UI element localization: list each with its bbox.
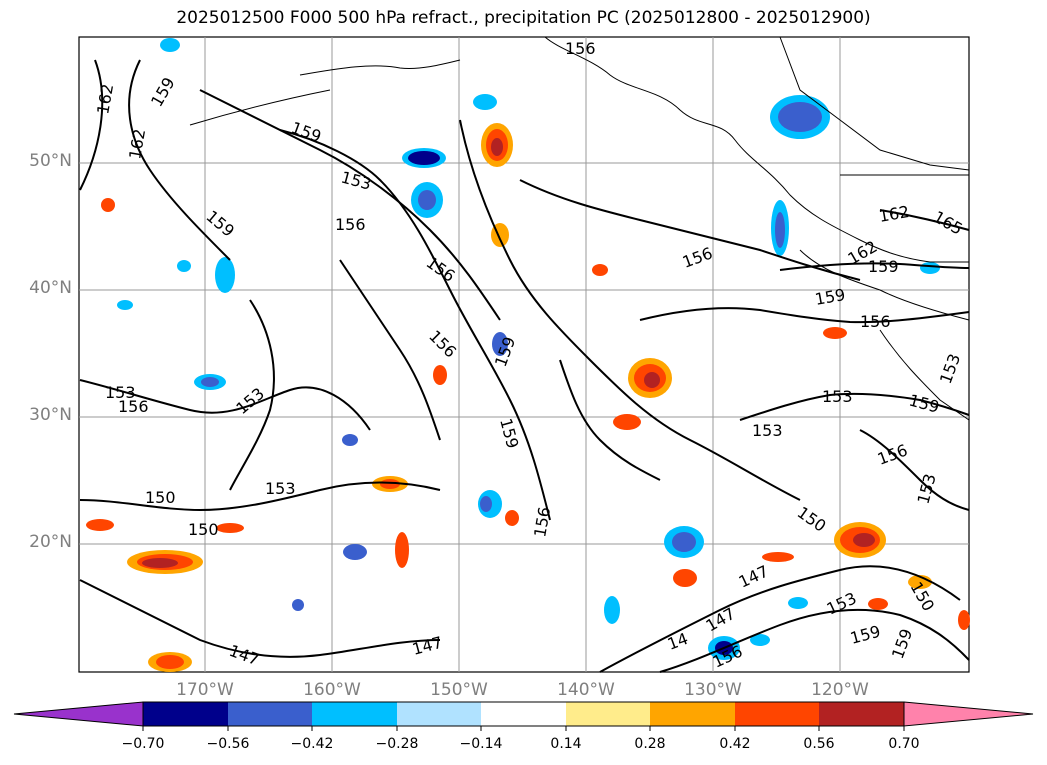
colorbar-tick-label: −0.56 xyxy=(206,736,250,752)
lat-label: 40°N xyxy=(29,278,72,298)
lon-label: 160°W xyxy=(303,680,361,700)
colorbar-tick-label: 0.56 xyxy=(803,736,835,752)
contour-label: 150 xyxy=(145,488,176,507)
colorbar-tick-label: 0.42 xyxy=(719,736,751,752)
contour-label: 159 xyxy=(868,257,899,276)
colorbar-tick-label: −0.14 xyxy=(459,736,503,752)
contour-label: 150 xyxy=(188,520,219,539)
precip-patches xyxy=(86,38,970,672)
lon-label: 170°W xyxy=(176,680,234,700)
contour-label: 156 xyxy=(860,312,891,331)
contour-label: 153 xyxy=(265,479,296,498)
colorbar-tick-label: −0.70 xyxy=(121,736,165,752)
lat-label: 50°N xyxy=(29,151,72,171)
chart-title: 2025012500 F000 500 hPa refract., precip… xyxy=(176,8,871,28)
contour-label: 153 xyxy=(822,387,853,406)
colorbar-tick-label: 0.70 xyxy=(888,736,920,752)
lon-label: 140°W xyxy=(557,680,615,700)
contour-label: 156 xyxy=(118,397,149,416)
colorbar-tick-label: −0.42 xyxy=(290,736,334,752)
lat-label: 20°N xyxy=(29,532,72,552)
map-frame xyxy=(78,36,970,673)
contours xyxy=(79,59,970,673)
contour-label: 153 xyxy=(105,383,136,402)
lat-label: 30°N xyxy=(29,405,72,425)
contour-label: 156 xyxy=(565,39,596,58)
contour-label: 156 xyxy=(335,215,366,234)
lon-label: 120°W xyxy=(811,680,869,700)
contour-label: 153 xyxy=(752,421,783,440)
lon-label: 150°W xyxy=(430,680,488,700)
colorbar-tick-label: 0.14 xyxy=(550,736,582,752)
colorbar-extend-low xyxy=(13,701,144,727)
colorbar-tick-label: 0.28 xyxy=(634,736,666,752)
colorbar-extend-high xyxy=(903,701,1034,727)
colorbar-tick-label: −0.28 xyxy=(375,736,419,752)
colorbar xyxy=(13,701,1034,731)
lon-label: 130°W xyxy=(684,680,742,700)
